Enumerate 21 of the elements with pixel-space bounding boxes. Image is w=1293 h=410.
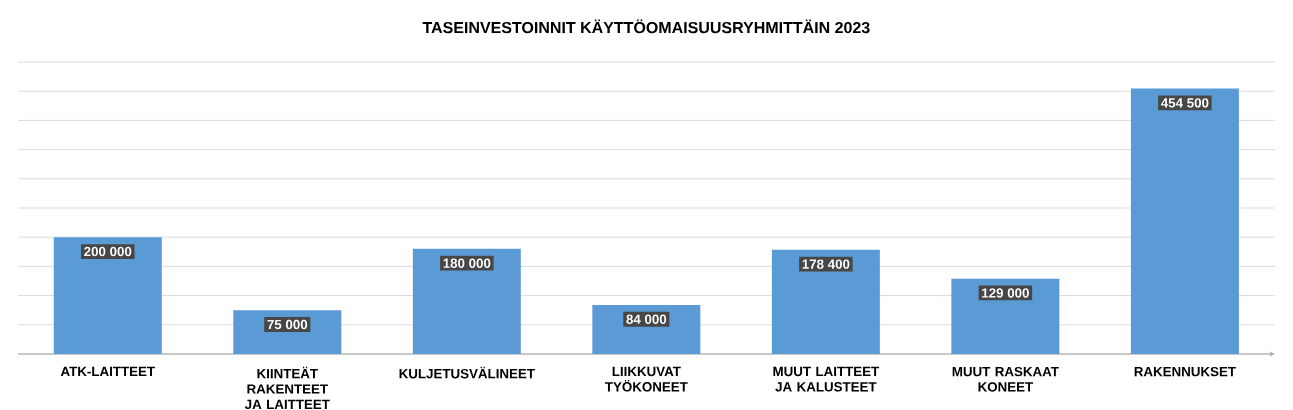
x-tick-label: LIIKKUVAT TYÖKONEET xyxy=(605,366,688,392)
bar xyxy=(771,249,880,354)
data-label: 129 000 xyxy=(982,288,1029,298)
chart-title: TASEINVESTOINNIT KÄYTTÖOMAISUUSRYHMITTÄIN 2023 xyxy=(422,19,870,34)
x-tick-label: RAKENNUKSET xyxy=(1134,366,1236,377)
bar xyxy=(951,278,1060,354)
x-tick-label: MUUT LAITTEET JA KALUSTEET xyxy=(773,366,880,392)
data-label: 200 000 xyxy=(84,246,132,257)
data-label: 454 500 xyxy=(1161,98,1209,108)
x-tick-label: MUUT RASKAAT KONEET xyxy=(952,366,1059,392)
x-tick-label: KULJETUSVÄLINEET xyxy=(399,366,535,379)
data-label: 178 400 xyxy=(802,259,850,269)
bar xyxy=(412,248,521,354)
data-label: 75 000 xyxy=(267,319,308,330)
data-label: 180 000 xyxy=(443,258,491,268)
x-tick-label: KIINTEÄT RAKENTEET JA LAITTEET xyxy=(244,366,330,410)
bar xyxy=(592,304,701,354)
x-tick-label: ATK-LAITTEET xyxy=(60,366,155,377)
bar xyxy=(1130,88,1239,354)
bar xyxy=(53,237,162,354)
data-label: 84 000 xyxy=(626,314,667,324)
